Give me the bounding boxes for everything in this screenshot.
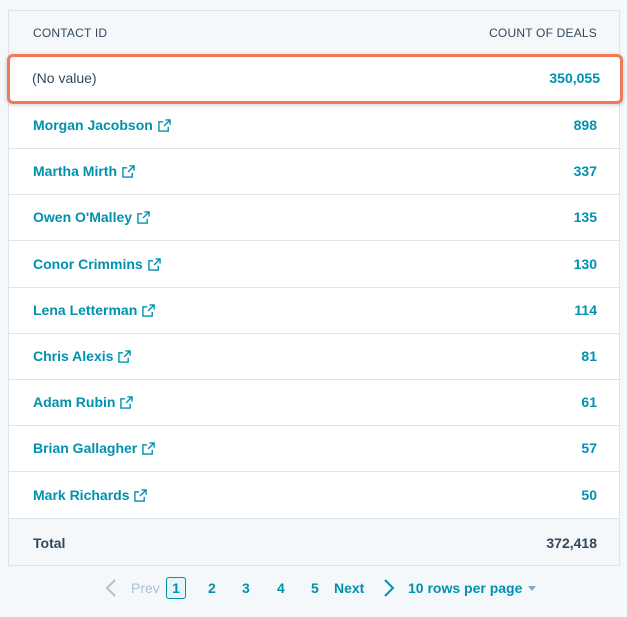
contact-link[interactable]: Lena Letterman [33, 302, 156, 318]
table-row: Conor Crimmins 130 [9, 242, 619, 288]
pagination: Prev 1 2 3 4 5 Next 10 rows per page [0, 574, 627, 602]
deal-count[interactable]: 135 [573, 209, 597, 225]
table-header: CONTACT ID COUNT OF DEALS [9, 11, 619, 57]
contact-link[interactable]: Morgan Jacobson [33, 117, 171, 133]
deal-count[interactable]: 57 [581, 440, 597, 456]
column-header-contact-id[interactable]: CONTACT ID [33, 26, 108, 40]
deal-count[interactable]: 114 [574, 302, 597, 318]
deal-count[interactable]: 61 [581, 394, 597, 410]
deal-count[interactable]: 50 [581, 487, 597, 503]
column-header-count-of-deals[interactable]: COUNT OF DEALS [489, 26, 597, 40]
highlighted-row-no-value: (No value) 350,055 [7, 54, 623, 104]
table-row: Morgan Jacobson 898 [9, 103, 619, 149]
next-page-button[interactable]: Next [334, 580, 365, 596]
contact-name[interactable]: Owen O'Malley [33, 209, 133, 225]
contact-link[interactable]: Conor Crimmins [33, 256, 161, 272]
report-table: CONTACT ID COUNT OF DEALS Morgan Jacobso… [7, 10, 623, 566]
contact-link[interactable]: Chris Alexis [33, 348, 132, 364]
rows-per-page-dropdown[interactable]: 10 rows per page [408, 580, 523, 596]
table-row: Mark Richards 50 [9, 473, 619, 519]
deal-count[interactable]: 130 [573, 256, 597, 272]
contact-name[interactable]: Brian Gallagher [33, 440, 138, 456]
external-link-icon[interactable] [120, 395, 134, 409]
caret-down-icon[interactable] [528, 586, 536, 591]
page-button-5[interactable]: 5 [311, 580, 319, 596]
no-value-label: (No value) [32, 70, 97, 86]
page-button-4[interactable]: 4 [277, 580, 285, 596]
contact-name[interactable]: Conor Crimmins [33, 256, 143, 272]
contact-name[interactable]: Morgan Jacobson [33, 117, 153, 133]
external-link-icon[interactable] [134, 488, 148, 502]
external-link-icon[interactable] [142, 303, 156, 317]
page-button-2[interactable]: 2 [208, 580, 216, 596]
external-link-icon[interactable] [158, 118, 171, 132]
contact-link[interactable]: Owen O'Malley [33, 209, 150, 225]
page-button-1[interactable]: 1 [166, 577, 186, 599]
external-link-icon[interactable] [142, 441, 156, 455]
chevron-right-icon[interactable] [382, 578, 396, 598]
table-row: Owen O'Malley 135 [9, 195, 619, 241]
table-row: Brian Gallagher 57 [9, 426, 619, 472]
contact-link[interactable]: Martha Mirth [33, 163, 135, 179]
total-row: Total 372,418 [9, 519, 619, 565]
prev-page-button[interactable]: Prev [131, 580, 160, 596]
contact-link[interactable]: Mark Richards [33, 487, 148, 503]
deal-count[interactable]: 337 [573, 163, 597, 179]
contact-name[interactable]: Chris Alexis [33, 348, 114, 364]
deal-count[interactable]: 350,055 [549, 70, 600, 86]
chevron-left-icon[interactable] [104, 578, 118, 598]
table-row: Chris Alexis 81 [9, 334, 619, 380]
external-link-icon[interactable] [137, 210, 150, 224]
contact-link[interactable]: Brian Gallagher [33, 440, 156, 456]
table-row: Lena Letterman 114 [9, 288, 619, 334]
contact-name[interactable]: Mark Richards [33, 487, 130, 503]
deal-count[interactable]: 898 [573, 117, 597, 133]
deal-count[interactable]: 81 [581, 348, 597, 364]
table-row: Adam Rubin 61 [9, 380, 619, 426]
external-link-icon[interactable] [147, 257, 161, 271]
total-label: Total [33, 535, 66, 551]
total-value: 372,418 [546, 535, 597, 551]
contact-name[interactable]: Martha Mirth [33, 163, 117, 179]
contact-name[interactable]: Lena Letterman [33, 302, 138, 318]
page-button-3[interactable]: 3 [242, 580, 250, 596]
table-row: Martha Mirth 337 [9, 149, 619, 195]
contact-link[interactable]: Adam Rubin [33, 394, 134, 410]
external-link-icon[interactable] [118, 349, 132, 363]
contact-name[interactable]: Adam Rubin [33, 394, 116, 410]
external-link-icon[interactable] [122, 164, 135, 178]
